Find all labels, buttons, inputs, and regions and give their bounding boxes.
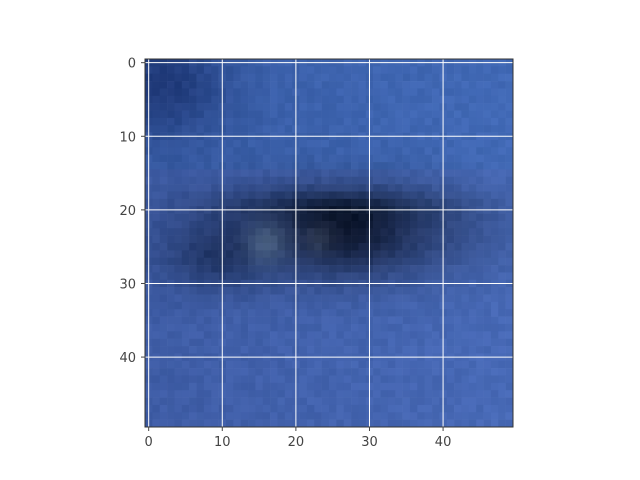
eye-image xyxy=(145,59,514,428)
x-tick-label: 30 xyxy=(361,435,378,450)
y-axis-ticks: 0 10 20 30 40 xyxy=(119,57,145,366)
grid-lines xyxy=(145,59,513,427)
y-tick-label: 30 xyxy=(119,277,136,292)
x-tick-label: 0 xyxy=(145,435,153,450)
axes-frame xyxy=(144,58,514,428)
x-tick-label: 40 xyxy=(435,435,452,450)
y-tick-label: 10 xyxy=(119,130,136,145)
x-axis-ticks: 0 10 20 30 40 xyxy=(145,427,452,450)
image-plot xyxy=(144,58,514,428)
x-tick-label: 20 xyxy=(288,435,305,450)
y-tick-label: 0 xyxy=(128,57,136,72)
y-tick-label: 20 xyxy=(119,204,136,219)
x-tick-label: 10 xyxy=(214,435,231,450)
y-tick-label: 40 xyxy=(119,351,136,366)
